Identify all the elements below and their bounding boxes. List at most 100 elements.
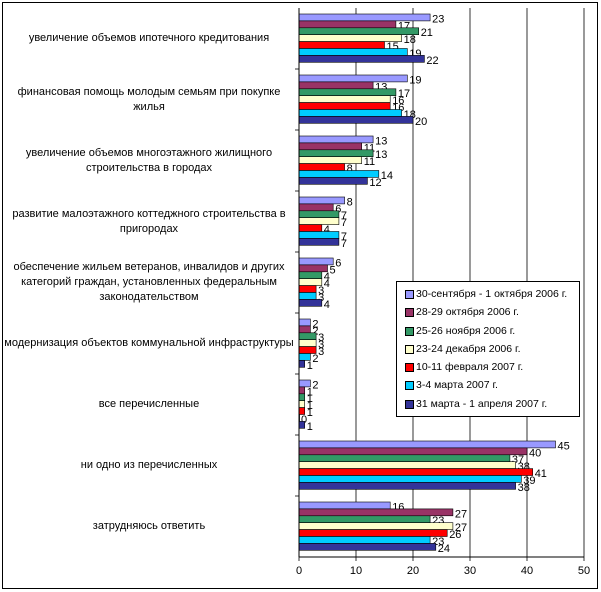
data-label: 14 <box>381 170 393 182</box>
data-label: 19 <box>409 74 421 86</box>
x-tick-label: 50 <box>578 565 590 577</box>
bar <box>298 461 516 469</box>
data-label: 39 <box>523 475 535 487</box>
data-label: 0 <box>301 414 307 426</box>
category-label: развитие малоэтажного коттеджного строит… <box>12 207 286 235</box>
data-label: 4 <box>324 299 330 311</box>
data-label: 4 <box>324 271 330 283</box>
bar <box>298 257 334 266</box>
bar <box>298 482 516 490</box>
data-label: 4 <box>324 278 330 290</box>
bar <box>298 360 305 368</box>
bar <box>298 135 374 144</box>
bar <box>298 529 448 537</box>
data-label: 11 <box>364 156 375 168</box>
legend-swatch <box>405 290 414 299</box>
bar <box>298 149 374 158</box>
data-label: 7 <box>341 210 347 222</box>
legend-swatch <box>405 381 414 391</box>
data-label: 6 <box>335 203 341 215</box>
bar <box>298 447 528 456</box>
bar <box>298 468 533 476</box>
data-label: 7 <box>341 231 347 243</box>
bar <box>298 210 340 219</box>
bar <box>298 536 431 544</box>
bar <box>298 55 425 63</box>
legend-label: 28-29 октября 2006 г. <box>416 306 519 319</box>
data-label: 23 <box>432 13 444 25</box>
bar <box>298 386 305 395</box>
bar <box>298 332 317 340</box>
legend-item: 3-4 марта 2007 г. <box>397 376 579 394</box>
bar <box>298 177 368 185</box>
data-label: 1 <box>307 421 313 433</box>
data-label: 45 <box>558 440 570 452</box>
bar <box>298 116 414 124</box>
bar <box>298 299 323 307</box>
category-label: все перечисленные <box>98 398 200 410</box>
data-label: 7 <box>341 238 347 250</box>
x-tick-label: 10 <box>350 565 362 577</box>
data-label: 20 <box>415 116 427 128</box>
data-label: 2 <box>312 353 318 365</box>
bar <box>298 522 454 530</box>
bar <box>298 27 419 35</box>
data-label: 3 <box>318 285 324 297</box>
bar <box>298 142 363 151</box>
data-label: 3 <box>318 339 324 351</box>
data-label: 41 <box>535 468 547 480</box>
legend-item: 25-26 ноября 2006 г. <box>397 322 579 340</box>
data-label: 5 <box>330 264 336 276</box>
data-label: 6 <box>335 257 341 269</box>
bar <box>298 74 408 83</box>
bar <box>298 339 317 347</box>
bar <box>298 393 305 401</box>
legend: 30-сентября - 1 октября 2006 г. 28-29 ок… <box>396 281 580 418</box>
data-label: 13 <box>375 149 387 161</box>
bar <box>298 318 311 327</box>
bar <box>298 224 323 232</box>
legend-label: 25-26 ноября 2006 г. <box>416 324 516 337</box>
bar <box>298 88 397 97</box>
legend-item: 10-11 февраля 2007 г. <box>397 358 579 376</box>
legend-swatch <box>405 326 414 336</box>
bar <box>298 231 340 239</box>
data-label: 1 <box>307 407 313 419</box>
legend-item: 31 марта - 1 апреля 2007 г. <box>397 395 579 413</box>
data-label: 16 <box>392 95 404 107</box>
category-label: затрудняюсь ответить <box>92 520 206 532</box>
bar <box>298 543 437 551</box>
data-label: 3 <box>318 292 324 304</box>
x-tick-label: 0 <box>296 565 302 577</box>
bar <box>298 400 305 408</box>
bar <box>298 325 311 334</box>
legend-label: 3-4 марта 2007 г. <box>416 379 498 392</box>
data-label: 7 <box>341 217 347 229</box>
legend-swatch <box>405 399 414 409</box>
data-label: 1 <box>307 393 313 405</box>
bar <box>298 440 556 449</box>
x-tick-label: 40 <box>521 565 533 577</box>
legend-label: 31 марта - 1 апреля 2007 г. <box>416 397 548 410</box>
data-label: 3 <box>318 346 324 358</box>
data-label: 1 <box>307 360 313 372</box>
data-label: 21 <box>421 27 433 39</box>
data-label: 22 <box>426 55 438 67</box>
bar <box>298 285 317 293</box>
category-label: модернизация объектов коммунальной инфра… <box>4 337 294 349</box>
category-label: финансовая помощь молодым семьям при пок… <box>17 85 281 113</box>
data-label: 2 <box>312 379 318 391</box>
data-label: 8 <box>347 163 353 175</box>
legend-swatch <box>405 363 414 373</box>
data-label: 40 <box>529 447 541 459</box>
bar <box>298 95 391 103</box>
category-label: увеличение объемов ипотечного кредитован… <box>28 32 270 44</box>
data-label: 11 <box>364 142 375 154</box>
bar <box>298 501 391 510</box>
data-label: 24 <box>438 543 450 555</box>
data-label: 1 <box>307 400 313 412</box>
data-label: 17 <box>398 88 410 100</box>
bar <box>298 421 305 429</box>
bar <box>298 109 402 117</box>
data-label: 27 <box>455 508 467 520</box>
